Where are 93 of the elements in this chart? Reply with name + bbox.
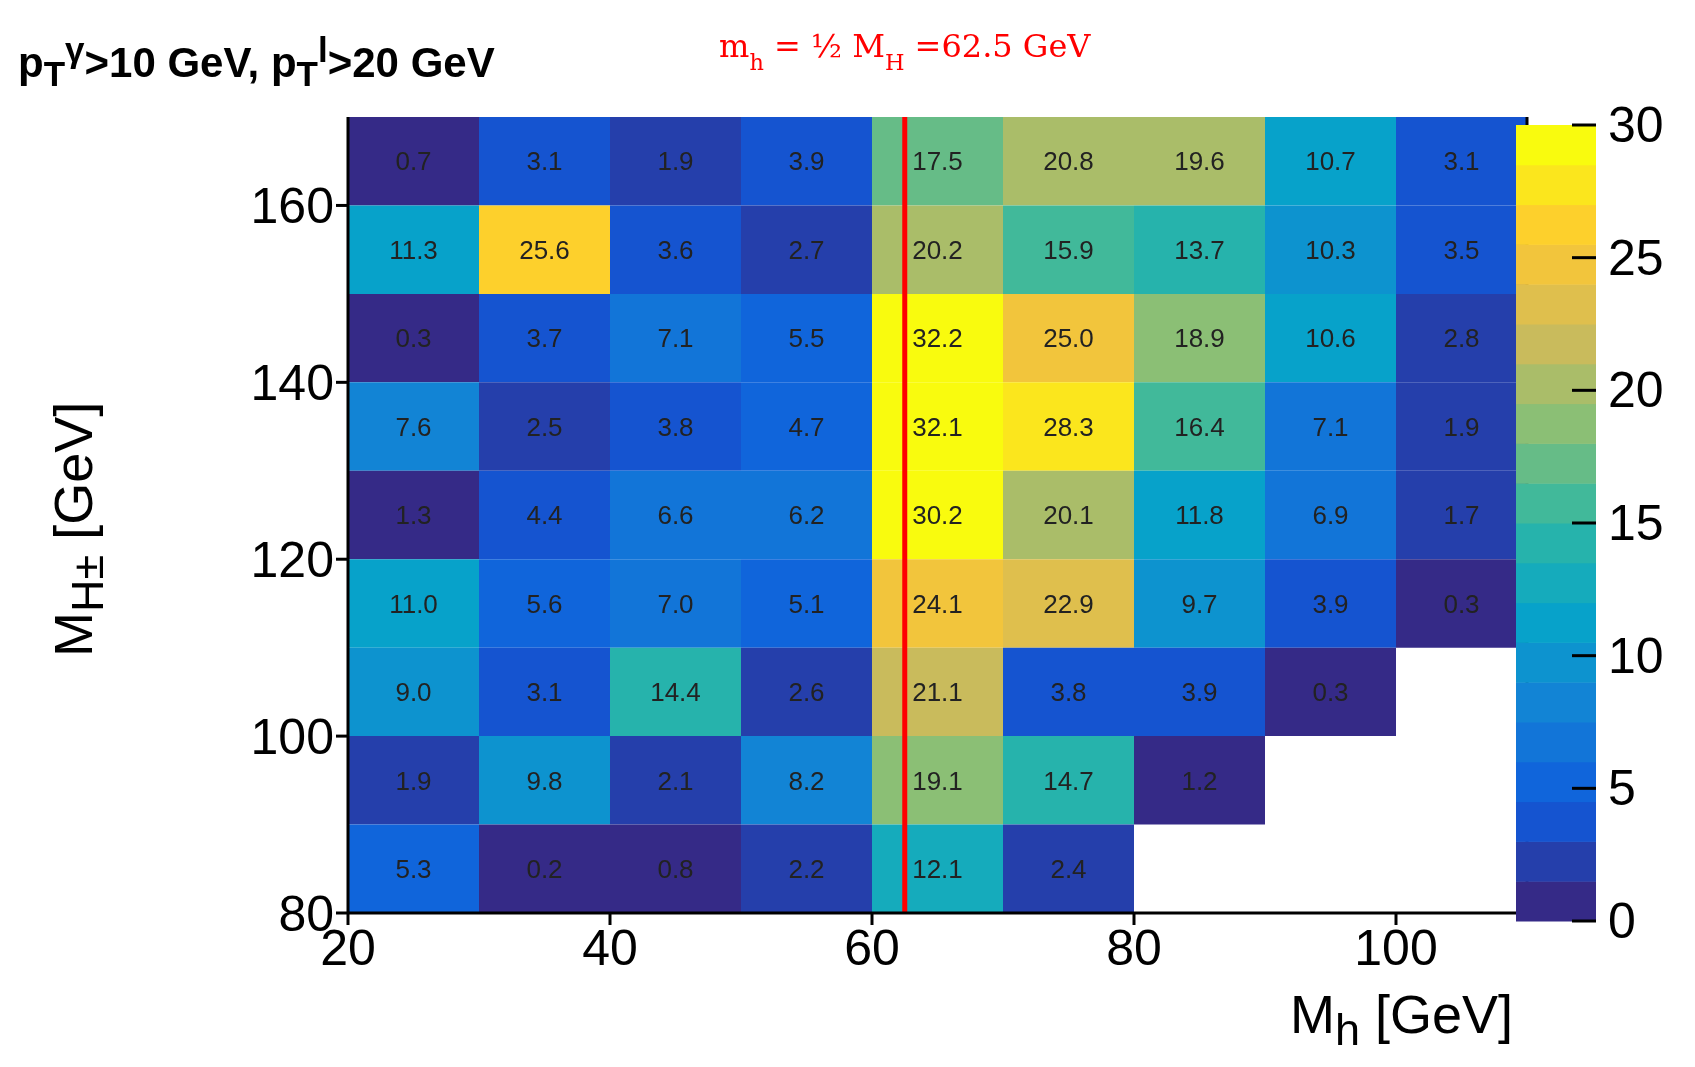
data-label: 10.3 [1305, 234, 1356, 265]
data-label: 5.1 [788, 588, 825, 619]
data-label: 32.1 [912, 411, 963, 442]
data-label: 32.2 [912, 323, 963, 354]
data-label: 4.4 [526, 500, 563, 531]
data-label: 3.8 [657, 411, 694, 442]
data-label: 14.7 [1043, 765, 1094, 796]
data-label: 9.8 [526, 765, 563, 796]
data-label: 25.6 [519, 234, 570, 265]
data-label: 30.2 [912, 500, 963, 531]
x-tick-label: 60 [844, 919, 900, 976]
x-tick-label: 80 [1106, 919, 1162, 976]
data-label: 2.7 [788, 234, 825, 265]
data-label: 3.5 [1443, 234, 1480, 265]
data-label: 3.1 [526, 677, 563, 708]
data-label: 2.5 [526, 411, 563, 442]
data-label: 3.8 [1050, 677, 1087, 708]
data-label: 2.8 [1443, 323, 1480, 354]
y-tick-label: 120 [250, 531, 334, 588]
data-label: 19.6 [1174, 146, 1225, 177]
data-label: 5.5 [788, 323, 825, 354]
color-bar-label: 25 [1608, 229, 1664, 286]
data-label: 3.9 [788, 146, 825, 177]
data-label: 0.2 [526, 854, 563, 885]
data-label: 2.4 [1050, 854, 1087, 885]
data-label: 7.1 [1312, 411, 1349, 442]
data-label: 3.9 [1181, 677, 1218, 708]
color-bar-label: 5 [1608, 760, 1636, 817]
data-label: 6.2 [788, 500, 825, 531]
y-tick-label: 100 [250, 708, 334, 765]
data-label: 10.6 [1305, 323, 1356, 354]
data-label: 0.3 [395, 323, 432, 354]
data-label: 3.1 [526, 146, 563, 177]
data-label: 1.9 [395, 765, 432, 796]
data-label: 17.5 [912, 146, 963, 177]
data-label: 0.8 [657, 854, 694, 885]
data-label: 14.4 [650, 677, 701, 708]
data-label: 1.7 [1443, 500, 1480, 531]
data-label: 24.1 [912, 588, 963, 619]
data-label: 11.3 [389, 234, 438, 265]
data-label: 16.4 [1174, 411, 1225, 442]
data-label: 7.1 [657, 323, 694, 354]
data-label: 7.6 [395, 411, 432, 442]
data-label: 25.0 [1043, 323, 1094, 354]
data-label: 28.3 [1043, 411, 1094, 442]
data-label: 2.6 [788, 677, 825, 708]
color-bar-label: 0 [1608, 893, 1636, 949]
data-label: 1.9 [1443, 411, 1480, 442]
data-label: 8.2 [788, 765, 825, 796]
data-label: 0.7 [395, 146, 432, 177]
data-label: 2.1 [657, 765, 694, 796]
data-label: 13.7 [1174, 234, 1225, 265]
data-label: 3.1 [1443, 146, 1480, 177]
data-label: 7.0 [657, 588, 694, 619]
data-label: 9.7 [1181, 588, 1218, 619]
data-label: 3.6 [657, 234, 694, 265]
x-tick-label: 40 [582, 919, 638, 976]
data-label: 2.2 [788, 854, 825, 885]
color-bar-label: 15 [1608, 495, 1664, 551]
data-label: 1.3 [395, 500, 432, 531]
data-label: 6.6 [657, 500, 694, 531]
data-label: 21.1 [912, 677, 963, 708]
x-axis-title: M$_{h}$ [GeV] [1289, 983, 1513, 1056]
y-tick-label: 160 [250, 178, 334, 235]
y-tick-label: 140 [250, 355, 334, 412]
data-label: 20.8 [1043, 146, 1094, 177]
data-label: 11.0 [389, 588, 438, 619]
data-label: 19.1 [912, 765, 963, 796]
data-label: 4.7 [788, 411, 825, 442]
data-label: 22.9 [1043, 588, 1094, 619]
ref-line-label: m$_{h}$ = ½ M$_{H}$=62.5 GeV [719, 27, 1092, 75]
color-bar-label: 30 [1608, 97, 1664, 153]
data-label: 1.2 [1181, 765, 1218, 796]
data-label: 18.9 [1174, 323, 1225, 354]
chart-title: p$_{T}$$^{γ}$>10 GeV, p$_{T}$$^{l}$>20 GeV [18, 30, 495, 95]
data-label: 0.3 [1443, 588, 1480, 619]
x-tick-label: 100 [1354, 919, 1438, 976]
data-label: 10.7 [1305, 146, 1356, 177]
data-label: 0.3 [1312, 677, 1349, 708]
data-label: 12.1 [912, 854, 963, 885]
data-label: 11.8 [1175, 500, 1224, 531]
data-label: 5.6 [526, 588, 563, 619]
data-label: 1.9 [657, 146, 694, 177]
data-label: 3.9 [1312, 588, 1349, 619]
data-label: 20.2 [912, 234, 963, 265]
data-label: 3.7 [526, 323, 563, 354]
data-label: 15.9 [1043, 234, 1094, 265]
data-label: 20.1 [1043, 500, 1094, 531]
color-bar-label: 10 [1608, 627, 1664, 684]
data-label: 9.0 [395, 677, 432, 708]
data-label: 6.9 [1312, 500, 1349, 531]
data-label: 5.3 [395, 854, 432, 885]
color-bar-label: 20 [1608, 362, 1664, 419]
